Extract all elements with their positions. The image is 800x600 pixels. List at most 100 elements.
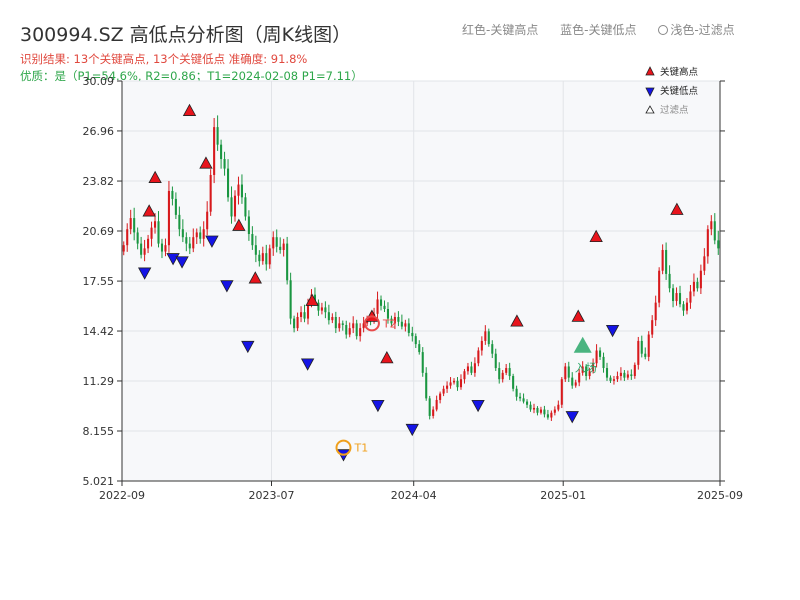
candle-body (404, 323, 407, 327)
low-marker (205, 235, 219, 248)
candle-body (359, 328, 362, 337)
candle-body (672, 288, 675, 302)
candle-body (195, 232, 198, 238)
candle-body (279, 246, 282, 250)
candle-body (147, 238, 150, 249)
candle-body (487, 331, 490, 345)
y-tick-label: 20.69 (83, 225, 115, 238)
candle-body (473, 363, 476, 373)
circle-icon (658, 25, 669, 35)
candle-body (126, 229, 129, 246)
legend-blue-text: 蓝色-关键低点 (560, 23, 637, 37)
candle-body (244, 197, 247, 217)
candle-body (386, 309, 390, 319)
high-marker (670, 202, 684, 215)
axes: 5.021 8.155 11.29 14.42 17.55 20.69 23.82 26.96… (83, 75, 743, 502)
candle-body (303, 312, 306, 319)
entry-label: 入场 (575, 361, 597, 375)
candle-body (230, 197, 233, 217)
low-marker (220, 280, 234, 293)
high-marker (380, 351, 394, 364)
candle-body (640, 340, 643, 354)
candle-body (199, 232, 202, 239)
candle-body (216, 127, 219, 145)
candle-body (529, 404, 532, 410)
low-marker (405, 423, 419, 437)
y-tick-label: 17.55 (83, 275, 115, 288)
candle-body (192, 237, 195, 249)
candle-body (480, 340, 483, 351)
candle-body (379, 299, 383, 306)
top-legend: 红色-关键高点 蓝色-关键低点 浅色-过滤点 (462, 21, 753, 38)
t1-label: T1 (354, 442, 369, 455)
candle-body (439, 393, 442, 400)
candle-body (355, 323, 358, 337)
candle-body (616, 376, 619, 380)
candle-body (202, 229, 205, 239)
candle-body (289, 280, 292, 319)
low-marker (565, 411, 579, 424)
candle-body (508, 368, 511, 377)
candle-body (390, 318, 393, 324)
candle-body (157, 221, 160, 244)
candle-body (268, 248, 271, 265)
candle-body (143, 248, 146, 255)
candle-body (609, 377, 612, 381)
x-tick-label: 2022-09 (99, 489, 145, 502)
legend-light-text: 浅色-过滤点 (658, 23, 735, 37)
candle-body (400, 321, 403, 327)
candle-body (626, 374, 629, 378)
candle-body (592, 363, 595, 372)
candle-body (595, 350, 598, 364)
low-marker (175, 256, 189, 269)
candle-body (293, 318, 296, 329)
candle-body (665, 249, 668, 274)
candle-body (491, 344, 494, 354)
candle-body (240, 184, 243, 198)
y-tick-label: 5.021 (83, 475, 115, 488)
candle-body (470, 366, 473, 373)
candle-body (599, 350, 602, 357)
candle-body (178, 214, 181, 230)
grid (121, 80, 721, 482)
candle-body (619, 372, 622, 377)
candle-body (258, 254, 261, 262)
candle-body (206, 211, 209, 230)
x-tick-label: 2024-04 (391, 489, 437, 502)
candle-body (505, 368, 508, 373)
candle-body (188, 243, 191, 249)
candle-body (658, 270, 661, 303)
candle-body (501, 372, 504, 380)
low-marker (241, 340, 255, 354)
candle-body (494, 353, 497, 369)
candle-body (150, 227, 153, 239)
candle-body (557, 404, 560, 410)
high-marker (510, 314, 524, 327)
low-marker (471, 399, 485, 413)
candle-body (668, 273, 671, 289)
candle-body (442, 388, 445, 394)
candle-body (160, 243, 164, 252)
candle-body (633, 364, 636, 377)
candle-body (181, 229, 184, 238)
y-tick-label: 30.09 (83, 75, 115, 88)
candle-body (459, 379, 463, 388)
candle-body (692, 281, 695, 292)
t1-circle (335, 439, 352, 456)
candle-body (174, 198, 177, 215)
candle-body (560, 379, 563, 405)
candle-body (550, 412, 553, 418)
candle-body (153, 221, 157, 228)
candle-body (122, 245, 125, 252)
y-tick-label: 14.42 (83, 325, 115, 338)
candle-body (703, 256, 706, 271)
candle-body (588, 371, 591, 377)
candle-body (651, 320, 654, 335)
candle-body (213, 127, 216, 175)
candle-body (484, 331, 487, 341)
entry-marker (573, 336, 592, 353)
candle-body (543, 409, 546, 415)
low-marker (605, 324, 620, 338)
candle-body (397, 316, 400, 322)
candle-body (571, 377, 574, 386)
